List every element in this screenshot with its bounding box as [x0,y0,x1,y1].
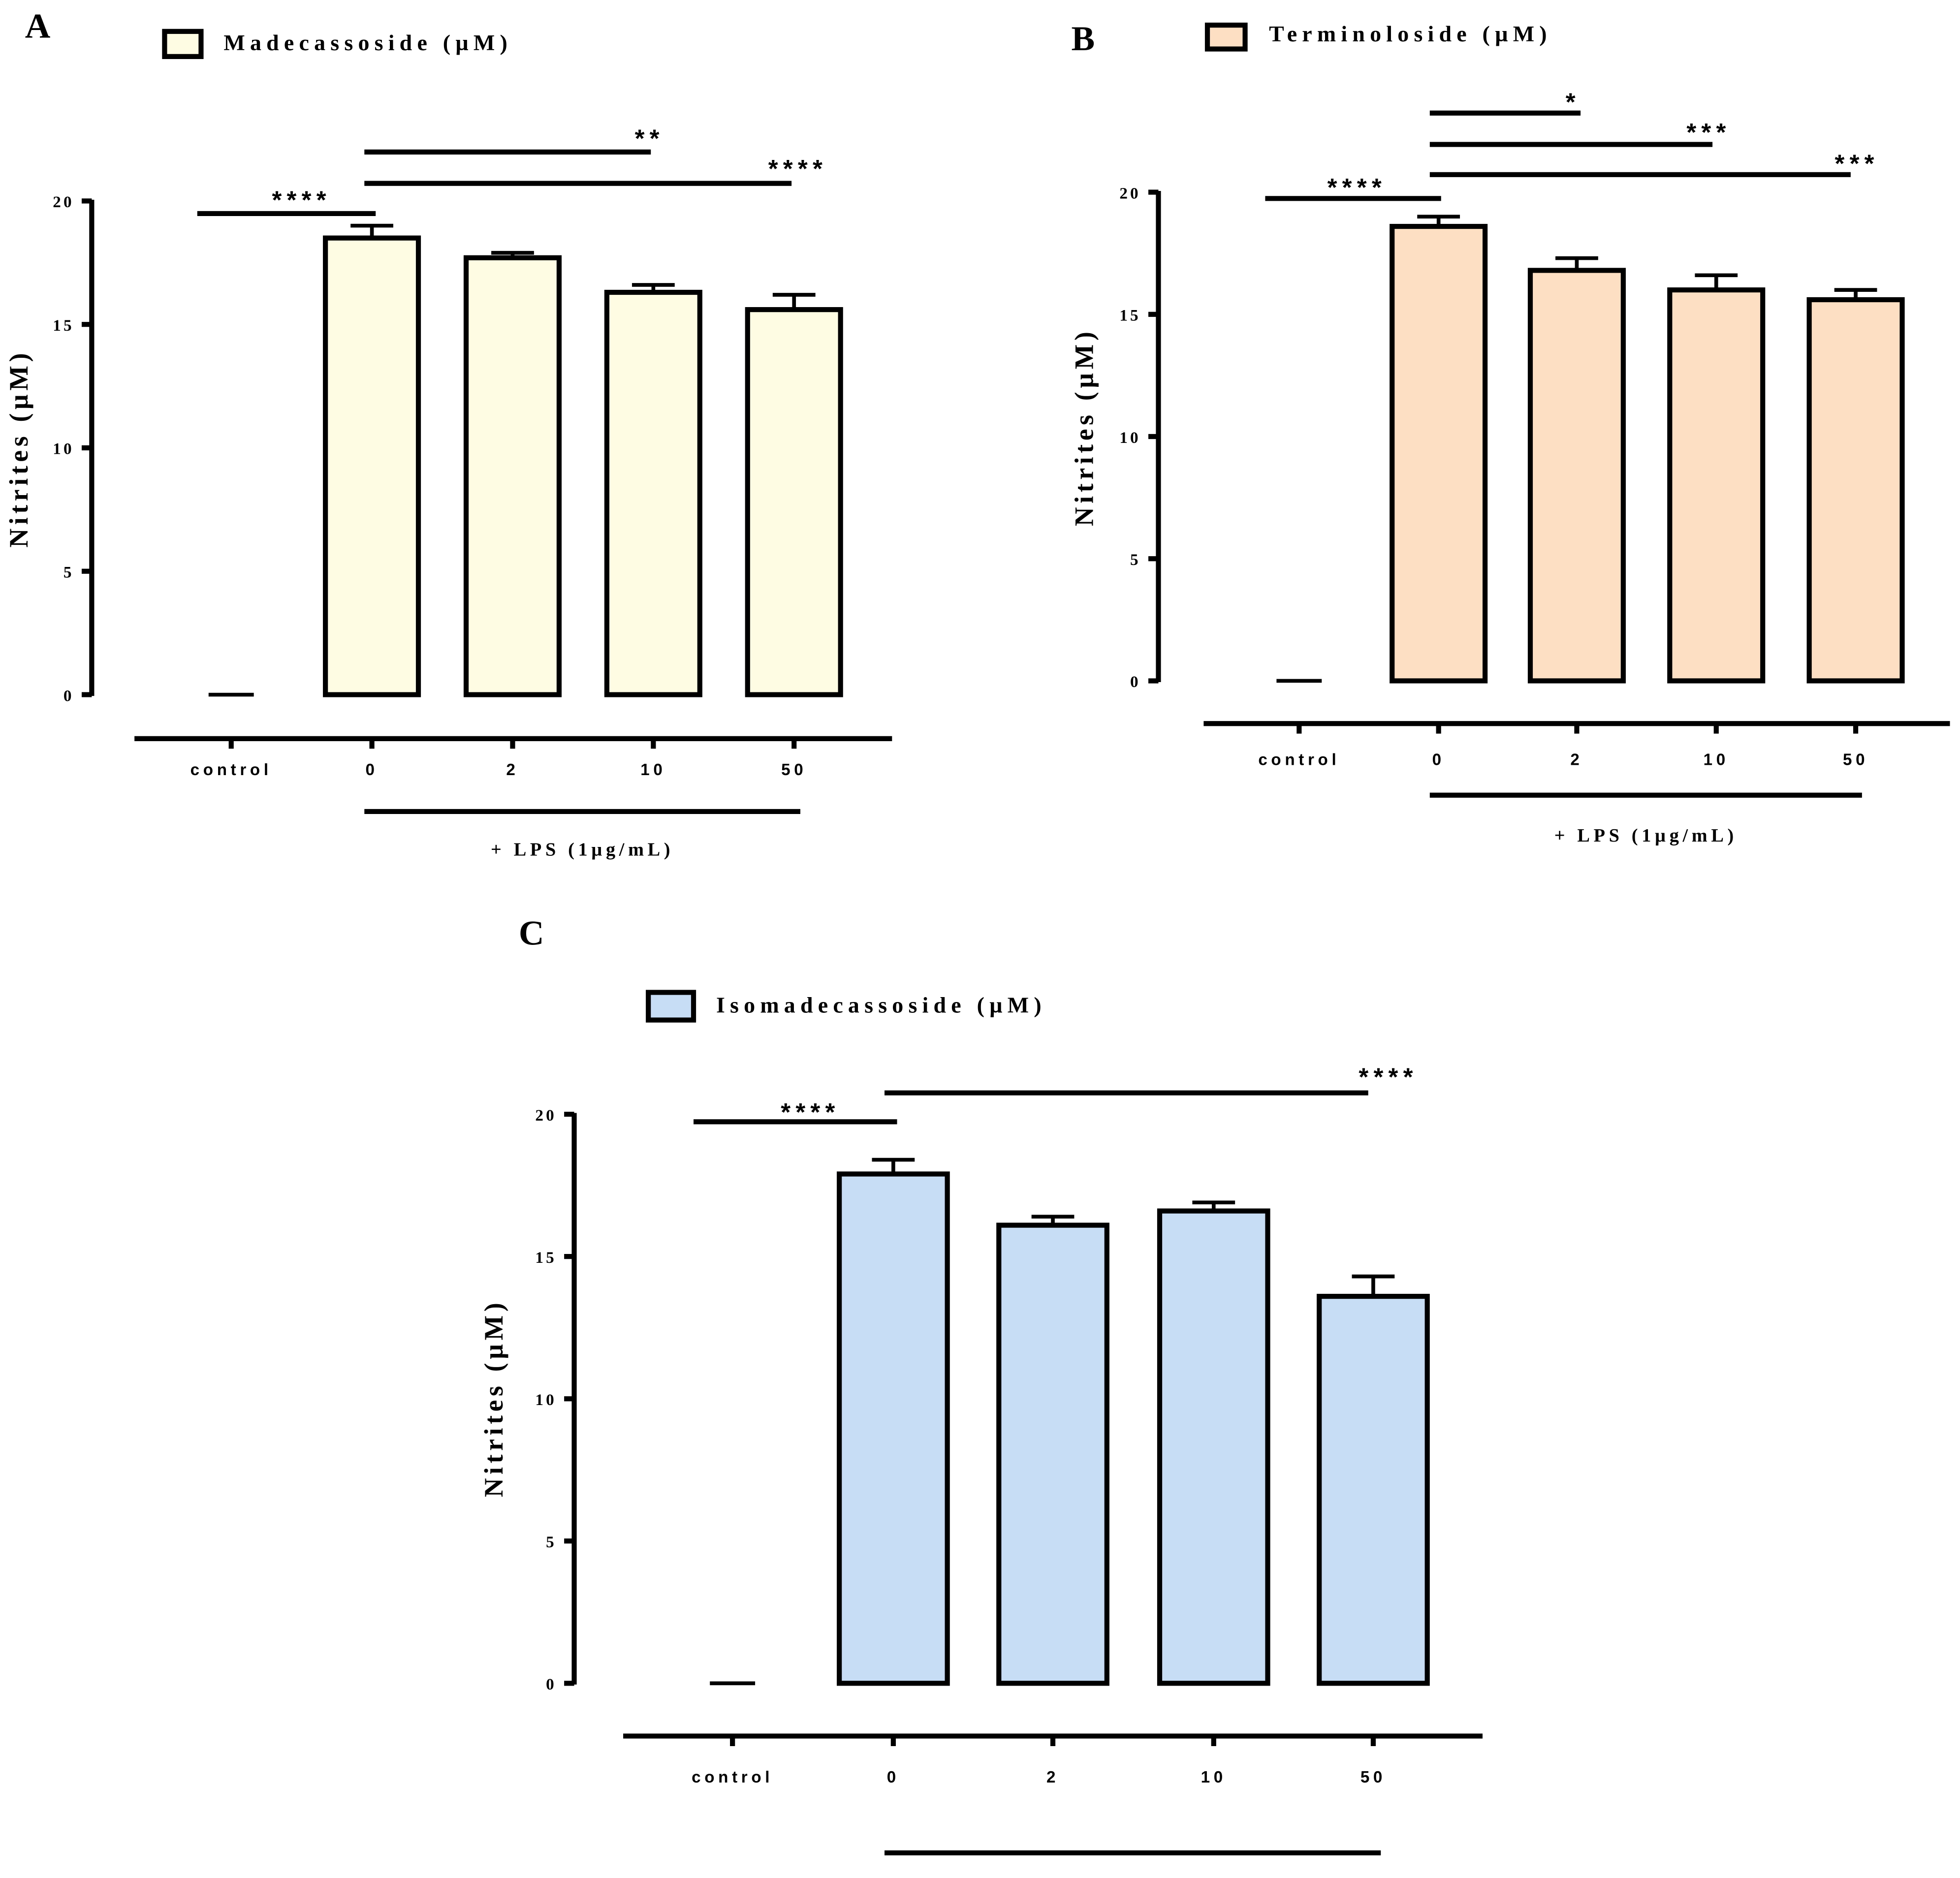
x-tick-label: 10 [1201,1768,1227,1786]
x-tick-label: 50 [1843,751,1868,769]
x-tick-label: 10 [640,761,666,779]
significance-label: **** [768,155,827,183]
x-tick-label: control [190,761,272,779]
panel-label: C [519,913,544,952]
x-tick-label: control [1258,751,1340,769]
y-tick-label: 10 [535,1391,556,1409]
x-tick-label: 0 [887,1768,900,1786]
x-tick-label: 50 [781,761,807,779]
y-axis-label: Nitrites (µM) [479,1299,508,1498]
x-tick-label: 0 [1432,751,1445,769]
bar-10 [1157,1208,1270,1686]
y-tick-label: 5 [1130,551,1141,569]
lps-group-label: + LPS (1µg/mL) [491,839,674,860]
y-tick-label: 15 [53,316,74,335]
y-tick-label: 0 [1130,673,1141,691]
y-tick-label: 10 [53,440,74,458]
significance-label: **** [1328,173,1387,201]
significance-label: *** [1835,150,1879,178]
significance-label: *** [1686,118,1731,146]
bar-2 [1527,268,1626,684]
x-tick-label: control [692,1768,773,1786]
legend-label: Isomadecassoside (µM) [716,992,1046,1017]
y-tick-label: 15 [1119,307,1140,325]
bar-2 [463,255,562,697]
y-axis-label: Nitrites (µM) [1070,328,1099,526]
bar-0 [837,1171,950,1686]
x-tick-label: 50 [1360,1768,1386,1786]
legend-swatch [1204,22,1248,52]
y-tick-label: 20 [535,1106,556,1125]
legend-label: Terminoloside (µM) [1269,21,1552,46]
y-tick-label: 0 [63,687,74,705]
x-tick-label: 2 [506,761,519,779]
significance-label: * [1566,88,1581,116]
bar-2 [996,1222,1109,1686]
panel-label: B [1071,19,1095,58]
y-tick-label: 5 [546,1533,557,1551]
significance-label: **** [272,186,331,214]
lps-group-label: + LPS (1µg/mL) [1554,825,1738,846]
bar-50 [1806,297,1905,684]
y-tick-label: 20 [53,193,74,211]
bar-0 [323,235,421,697]
y-tick-label: 10 [1119,429,1140,447]
legend-swatch [162,29,204,59]
y-tick-label: 0 [546,1675,557,1693]
significance-label: ** [635,125,664,153]
legend-label: Madecassoside (µM) [223,30,512,55]
x-tick-label: 0 [366,761,379,779]
y-tick-label: 5 [63,563,74,582]
significance-label: **** [1359,1063,1418,1091]
y-axis-label: Nitrites (µM) [4,349,33,548]
x-tick-label: 2 [1046,1768,1059,1786]
x-tick-label: 2 [1570,751,1583,769]
bar-10 [1667,287,1766,684]
y-tick-label: 20 [1119,184,1140,202]
x-tick-label: 10 [1704,751,1729,769]
bar-10 [604,289,702,697]
legend-swatch [646,990,696,1023]
significance-label: **** [781,1098,840,1126]
y-tick-label: 15 [535,1249,556,1267]
bar-0 [1390,223,1488,684]
bar-50 [745,307,843,697]
bar-50 [1317,1293,1430,1686]
panel-label: A [25,7,51,46]
